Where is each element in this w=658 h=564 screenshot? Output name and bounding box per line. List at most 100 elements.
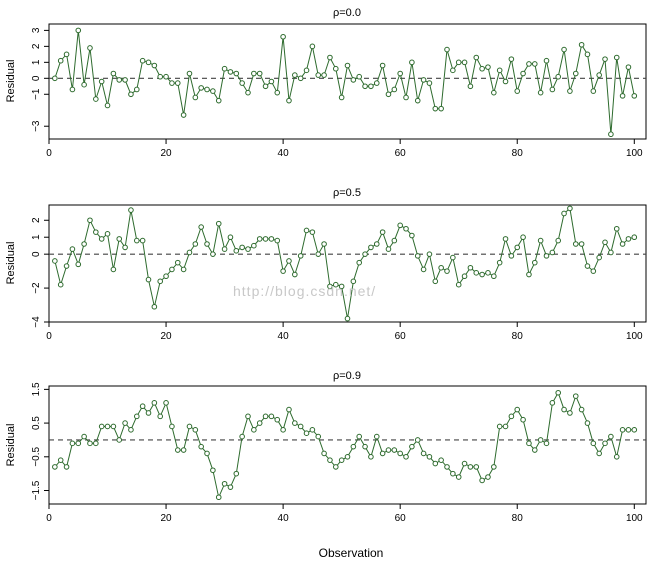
data-point — [461, 460, 468, 467]
data-point — [192, 94, 199, 101]
data-point — [321, 72, 327, 78]
data-point — [256, 236, 263, 242]
data-point — [332, 464, 339, 470]
data-point — [444, 46, 450, 53]
data-point — [491, 464, 497, 470]
x-tick-label: 20 — [160, 148, 172, 159]
data-point — [338, 457, 345, 463]
data-point — [409, 443, 415, 450]
data-point — [116, 77, 123, 83]
data-point — [455, 59, 462, 66]
data-point — [297, 423, 304, 430]
data-point — [549, 249, 556, 256]
data-point — [561, 406, 567, 413]
data-point — [350, 278, 357, 285]
data-point — [549, 400, 556, 406]
x-tick-label: 60 — [395, 148, 407, 159]
data-point — [520, 416, 526, 423]
data-point — [379, 229, 386, 235]
data-point — [157, 73, 164, 80]
data-point — [93, 96, 99, 102]
y-tick-label: −0.5 — [31, 446, 42, 466]
x-tick-label: 0 — [46, 148, 52, 159]
x-tick-label: 40 — [278, 331, 290, 342]
data-point — [303, 227, 310, 234]
data-point — [537, 89, 544, 96]
data-point — [239, 80, 245, 86]
data-point — [485, 270, 491, 276]
plot-frame — [48, 23, 647, 140]
data-point — [414, 97, 421, 104]
data-point — [368, 244, 374, 251]
data-point — [578, 241, 585, 247]
data-point — [508, 253, 515, 259]
x-tick-label: 60 — [395, 513, 407, 524]
data-point — [151, 62, 158, 69]
data-point — [409, 59, 415, 66]
data-point — [169, 423, 175, 430]
data-point — [309, 43, 316, 50]
data-point — [403, 454, 409, 460]
data-point — [233, 470, 240, 477]
data-point — [52, 258, 58, 264]
data-point — [315, 251, 322, 257]
data-point — [186, 70, 193, 77]
data-point — [613, 454, 620, 460]
data-point — [274, 237, 281, 244]
data-point — [379, 450, 386, 457]
data-point — [438, 105, 444, 112]
data-point — [297, 75, 304, 82]
data-point — [309, 229, 316, 235]
data-point — [122, 420, 128, 426]
series-line — [54, 30, 635, 135]
data-point — [467, 83, 474, 90]
data-point — [233, 70, 240, 77]
data-point — [450, 470, 456, 477]
data-point — [485, 64, 491, 70]
data-point — [280, 268, 286, 274]
data-point — [496, 259, 503, 266]
data-point — [362, 83, 368, 90]
data-point — [280, 33, 286, 40]
panel-title: ρ=0.9 — [333, 370, 361, 382]
plot-frame — [48, 204, 647, 323]
data-point — [613, 225, 620, 232]
data-point — [578, 406, 585, 413]
data-point — [420, 77, 427, 83]
data-point — [368, 454, 374, 460]
data-point — [567, 205, 573, 212]
data-point — [619, 427, 626, 433]
data-point — [227, 69, 234, 75]
data-point — [245, 413, 251, 420]
y-axis-label: Residual — [5, 242, 17, 285]
data-point — [239, 433, 245, 440]
data-point — [561, 210, 567, 217]
data-point — [403, 225, 409, 232]
data-point — [631, 93, 638, 99]
data-point — [139, 237, 146, 244]
data-point — [373, 433, 380, 440]
data-point — [444, 268, 450, 274]
data-point — [508, 56, 515, 62]
data-point — [81, 81, 87, 88]
data-point — [613, 54, 620, 61]
data-point — [596, 72, 602, 78]
data-point — [180, 266, 187, 273]
data-point — [543, 57, 550, 64]
data-point — [350, 443, 357, 450]
data-point — [426, 80, 433, 86]
x-tick-label: 40 — [278, 513, 290, 524]
data-point — [526, 271, 532, 278]
data-point — [514, 406, 521, 413]
data-point — [87, 440, 93, 447]
series-line — [54, 391, 635, 499]
data-point — [584, 51, 591, 58]
data-point — [350, 77, 357, 83]
data-point — [163, 400, 169, 406]
y-tick-label: 1.5 — [31, 382, 42, 396]
plot-frame — [48, 385, 647, 505]
data-point — [122, 77, 128, 83]
data-point — [262, 413, 269, 420]
data-point — [572, 70, 579, 77]
data-point — [63, 263, 70, 269]
